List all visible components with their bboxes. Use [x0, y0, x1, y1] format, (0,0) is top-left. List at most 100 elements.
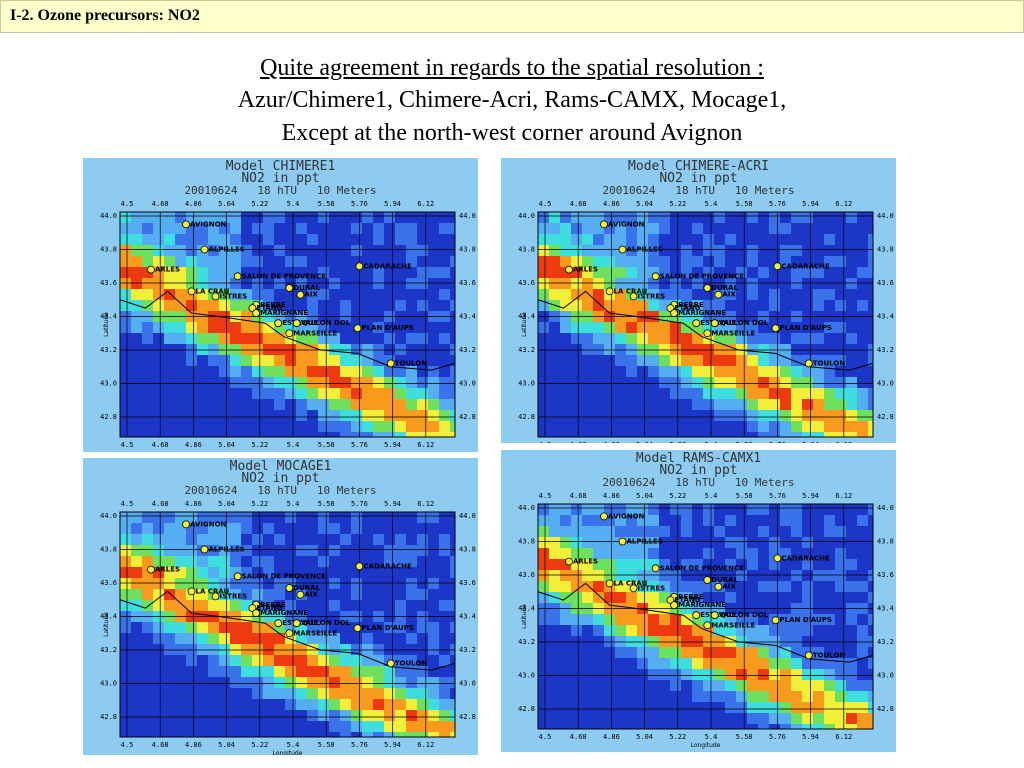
- field-cell: [175, 344, 186, 355]
- field-cell: [813, 278, 824, 289]
- field-cell: [428, 699, 439, 710]
- field-cell: [681, 245, 692, 256]
- field-cell: [219, 421, 230, 432]
- field-cell: [318, 710, 329, 721]
- field-cell: [417, 633, 428, 644]
- field-cell: [395, 344, 406, 355]
- field-cell: [164, 732, 175, 737]
- field-cell: [450, 732, 455, 737]
- field-cell: [351, 366, 362, 377]
- field-cell: [428, 644, 439, 655]
- field-cell: [263, 633, 274, 644]
- field-cell: [307, 432, 318, 437]
- field-cell: [362, 322, 373, 333]
- field-cell: [186, 633, 197, 644]
- field-cell: [230, 512, 241, 523]
- field-cell: [538, 526, 549, 537]
- field-cell: [604, 625, 615, 636]
- field-cell: [626, 515, 637, 526]
- field-cell: [186, 567, 197, 578]
- field-cell: [714, 559, 725, 570]
- field-cell: [450, 432, 455, 437]
- field-cell: [241, 644, 252, 655]
- field-cell: [835, 537, 846, 548]
- field-cell: [692, 300, 703, 311]
- field-cell: [131, 732, 142, 737]
- field-cell: [230, 344, 241, 355]
- field-cell: [593, 504, 604, 515]
- field-cell: [615, 504, 626, 515]
- field-cell: [549, 504, 560, 515]
- field-cell: [560, 322, 571, 333]
- field-cell: [296, 322, 307, 333]
- field-cell: [714, 691, 725, 702]
- field-cell: [813, 691, 824, 702]
- field-cell: [417, 366, 428, 377]
- field-cell: [615, 223, 626, 234]
- field-cell: [274, 644, 285, 655]
- field-cell: [362, 721, 373, 732]
- field-cell: [769, 344, 780, 355]
- field-cell: [659, 322, 670, 333]
- field-cell: [406, 523, 417, 534]
- field-cell: [681, 614, 692, 625]
- field-cell: [791, 559, 802, 570]
- field-cell: [769, 570, 780, 581]
- field-cell: [241, 512, 252, 523]
- field-cell: [802, 526, 813, 537]
- field-cell: [549, 548, 560, 559]
- field-cell: [593, 377, 604, 388]
- field-cell: [285, 688, 296, 699]
- field-cell: [571, 421, 582, 432]
- coastline: [119, 290, 456, 371]
- field-cell: [637, 355, 648, 366]
- field-cell: [736, 625, 747, 636]
- field-cell: [208, 545, 219, 556]
- field-cell: [560, 614, 571, 625]
- field-cell: [637, 245, 648, 256]
- field-cell: [868, 377, 873, 388]
- field-cell: [153, 333, 164, 344]
- field-cell: [670, 658, 681, 669]
- field-cell: [681, 267, 692, 278]
- field-cell: [659, 289, 670, 300]
- field-cell: [439, 512, 450, 523]
- field-cell: [274, 278, 285, 289]
- field-cell: [131, 388, 142, 399]
- field-cell: [637, 669, 648, 680]
- field-cell: [384, 732, 395, 737]
- field-cell: [428, 344, 439, 355]
- field-cell: [164, 377, 175, 388]
- frame: [537, 211, 874, 438]
- y-tick-label: 44.0: [518, 212, 535, 220]
- field-cell: [274, 245, 285, 256]
- field-cell: [142, 556, 153, 567]
- field-cell: [604, 432, 615, 437]
- field-cell: [758, 355, 769, 366]
- field-cell: [208, 600, 219, 611]
- field-cell: [813, 399, 824, 410]
- field-cell: [659, 680, 670, 691]
- field-cell: [769, 421, 780, 432]
- field-cell: [373, 256, 384, 267]
- x-tick-label: 5.22: [669, 200, 686, 208]
- field-cell: [703, 388, 714, 399]
- field-cell: [835, 267, 846, 278]
- field-cell: [747, 647, 758, 658]
- field-cell: [747, 410, 758, 421]
- y-tick-label: 43.0: [100, 380, 117, 388]
- field-cell: [318, 333, 329, 344]
- field-cell: [340, 421, 351, 432]
- field-cell: [626, 724, 637, 729]
- field-cell: [285, 322, 296, 333]
- station-label: SALON DE PROVENCE: [242, 572, 326, 580]
- field-cell: [736, 333, 747, 344]
- field-cell: [637, 702, 648, 713]
- field-cell: [846, 680, 857, 691]
- y-tick-label: 42.8: [877, 413, 894, 421]
- field-cell: [692, 713, 703, 724]
- field-cell: [197, 333, 208, 344]
- field-cell: [439, 622, 450, 633]
- field-cell: [791, 410, 802, 421]
- field-cell: [252, 677, 263, 688]
